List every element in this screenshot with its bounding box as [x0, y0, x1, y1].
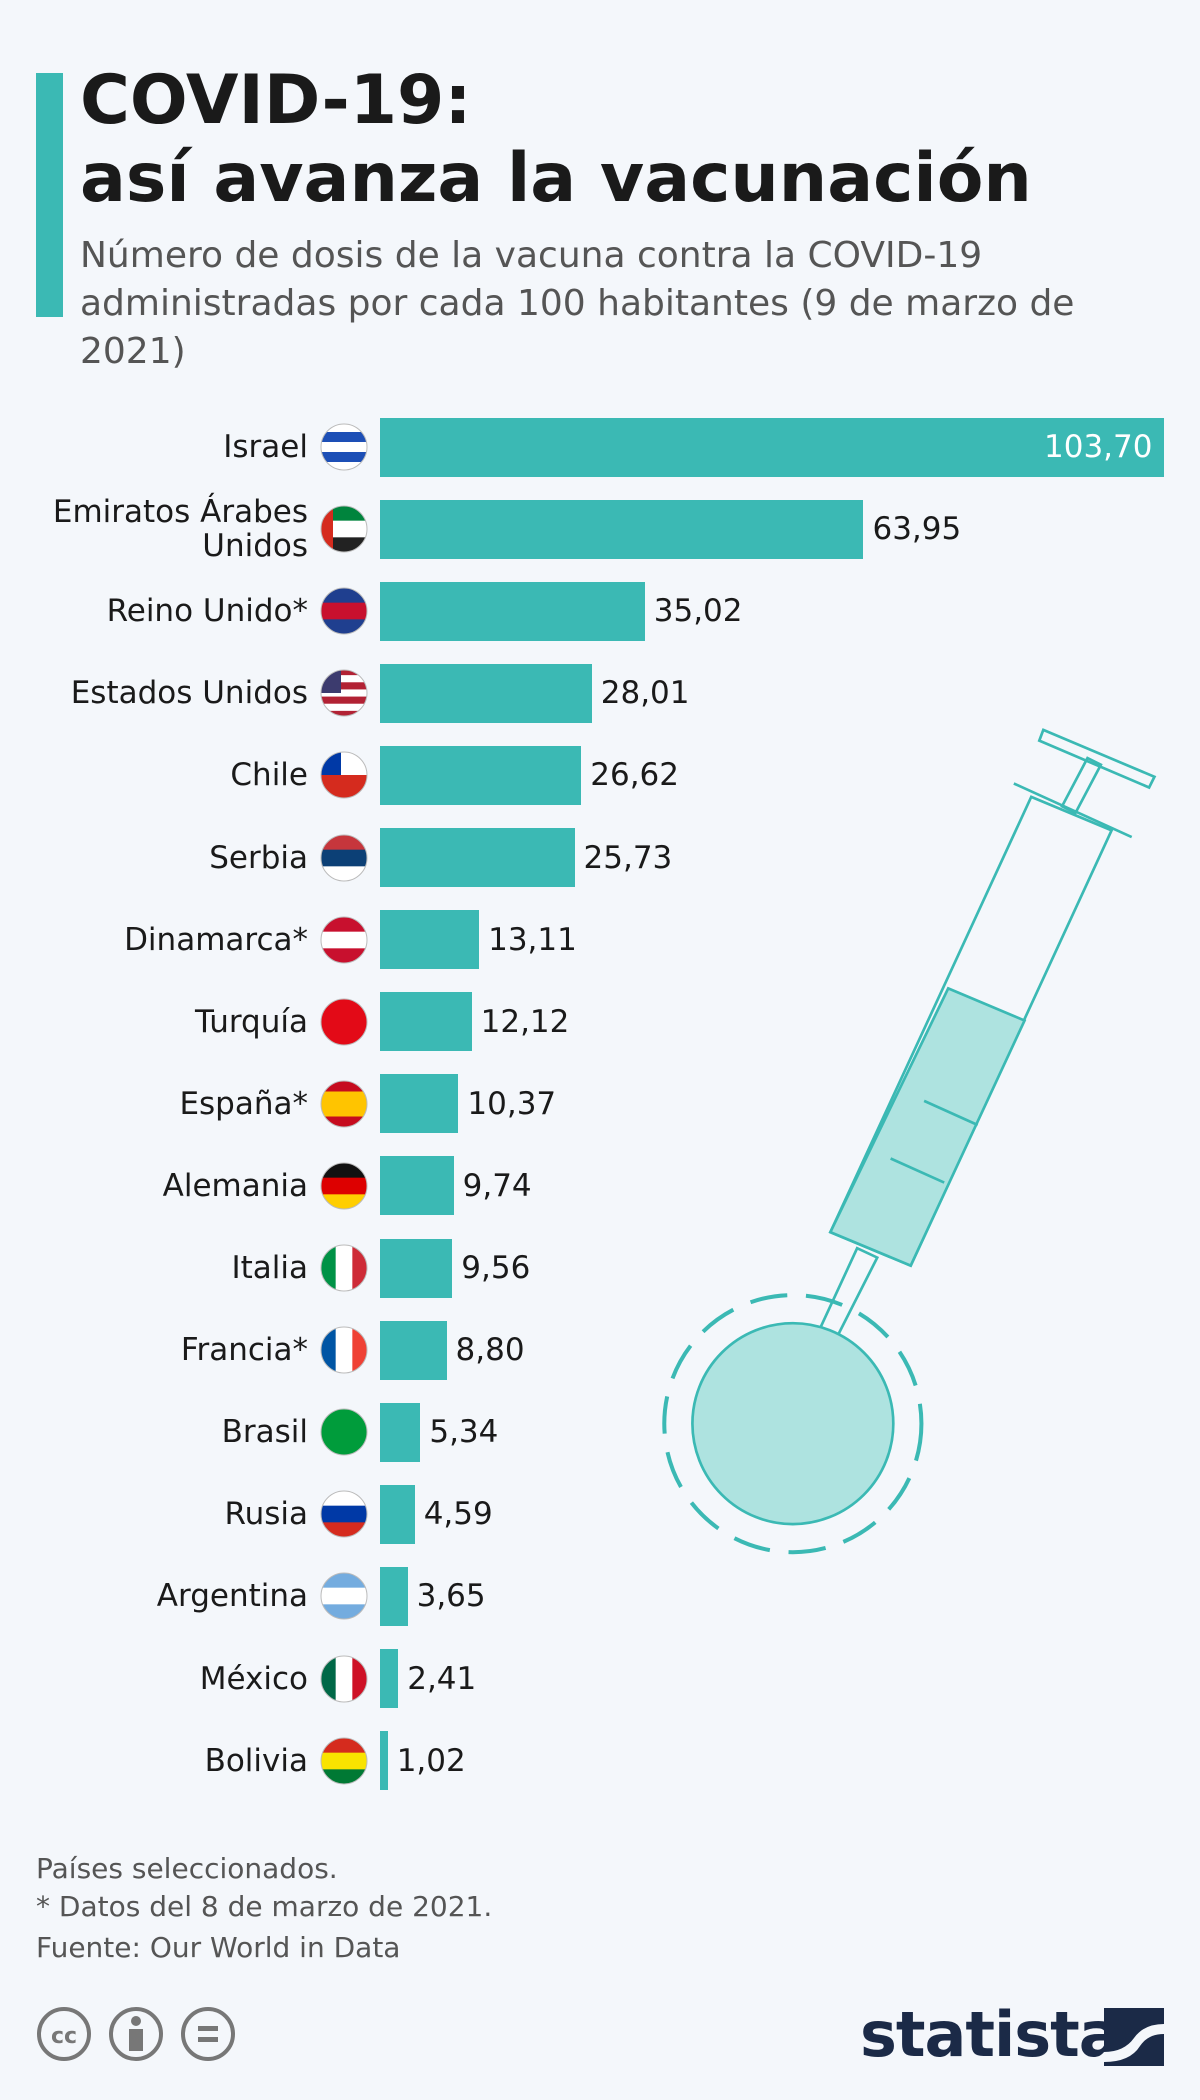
flag-icon [320, 916, 368, 964]
flag-icon [320, 1408, 368, 1456]
bar [380, 910, 480, 970]
category-label: Estados Unidos [70, 675, 308, 712]
title: COVID-19: así avanza la vacunación [80, 62, 1032, 218]
flag-icon [320, 1737, 368, 1785]
category-label: Emiratos Árabes Unidos [52, 494, 308, 565]
flag-icon [320, 587, 368, 635]
brand: statista [860, 1998, 1121, 2071]
category-label: Israel [223, 429, 308, 465]
category-label: Italia [231, 1250, 308, 1286]
bar [380, 828, 575, 887]
chart: Israel 103,70 Emiratos Árabes Unidos 63,95 R… [52, 417, 1164, 1791]
value-label: 5,34 [429, 1414, 499, 1451]
flag-icon [320, 1490, 368, 1538]
title-line: así avanza la vacunación [80, 139, 1032, 218]
flag-icon [320, 505, 368, 553]
value-label: 1,02 [396, 1742, 466, 1779]
bar [380, 1649, 399, 1708]
title-line: COVID-19: [80, 61, 472, 140]
value-label: 35,02 [653, 593, 743, 630]
flag-icon [320, 751, 368, 799]
flag-icon [320, 1572, 368, 1620]
flag-icon [320, 1655, 368, 1702]
category-label: Brasil [221, 1414, 308, 1451]
flag-icon [320, 669, 368, 717]
category-label: España* [179, 1085, 308, 1122]
flag-icon [320, 423, 368, 471]
bar [380, 417, 1164, 477]
category-label: Rusia [224, 1496, 308, 1533]
brand-icon [1104, 2008, 1164, 2066]
flag-icon [320, 1162, 368, 1210]
value-label: 63,95 [872, 511, 962, 548]
bar [380, 1074, 459, 1134]
bar [380, 581, 645, 641]
bar [380, 1484, 415, 1544]
bar [380, 1156, 454, 1216]
category-label: Francia* [180, 1332, 308, 1369]
value-label: 103,70 [1044, 429, 1153, 465]
category-label: Reino Unido* [106, 593, 308, 630]
bar [380, 1731, 388, 1791]
value-label: 9,56 [461, 1250, 531, 1286]
value-label: 3,65 [416, 1578, 486, 1615]
flag-icon [320, 998, 368, 1046]
value-label: 4,59 [423, 1496, 493, 1533]
note: * Datos del 8 de marzo de 2021. [36, 1890, 493, 1923]
category-label: Serbia [209, 839, 308, 876]
bar [380, 1402, 421, 1462]
value-label: 2,41 [407, 1660, 477, 1697]
category-label: Argentina [156, 1578, 308, 1615]
bar [380, 1566, 408, 1626]
bar [380, 663, 592, 723]
flag-icon [320, 1244, 368, 1292]
title-accent [36, 73, 63, 317]
value-label: 28,01 [600, 675, 690, 712]
flag-icon [320, 1326, 368, 1374]
note: Países seleccionados. [36, 1852, 338, 1885]
value-label: 26,62 [590, 757, 679, 794]
license-icons: cc [37, 2007, 235, 2061]
category-label: México [199, 1660, 308, 1697]
bar [380, 992, 472, 1052]
bar [380, 1238, 453, 1298]
category-label: Chile [230, 757, 308, 794]
source: Fuente: Our World in Data [36, 1931, 401, 1964]
category-label: Bolivia [204, 1742, 308, 1779]
bar [380, 1320, 447, 1380]
value-label: 25,73 [583, 839, 673, 876]
value-label: 10,37 [467, 1085, 557, 1122]
category-label: Alemania [162, 1167, 308, 1204]
value-label: 8,80 [455, 1332, 525, 1369]
category-label: Turquía [194, 1003, 308, 1040]
value-label: 12,12 [480, 1003, 570, 1040]
bar [380, 745, 582, 805]
bar [380, 499, 864, 559]
category-label: Dinamarca* [124, 921, 308, 958]
value-label: 9,74 [462, 1167, 532, 1204]
value-label: 13,11 [488, 921, 577, 958]
flag-icon [320, 834, 368, 881]
subtitle: Número de dosis de la vacuna contra la C… [80, 235, 1075, 372]
flag-icon [320, 1080, 368, 1128]
svg-text:cc: cc [51, 2024, 77, 2049]
